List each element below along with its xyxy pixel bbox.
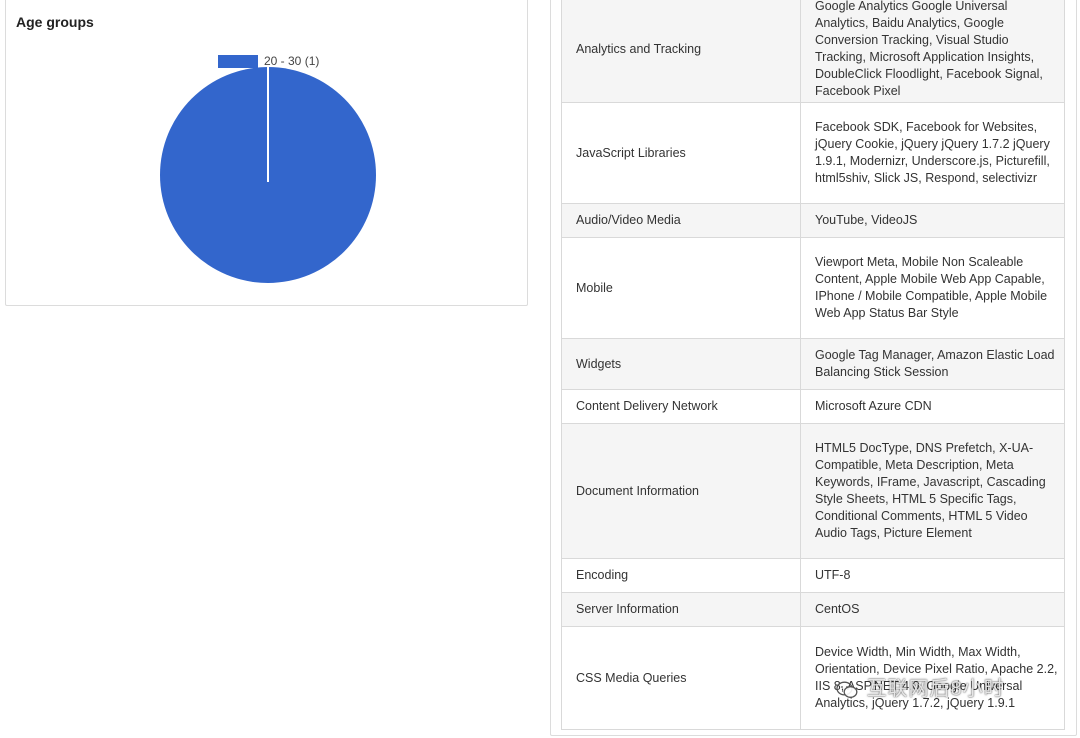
row-value: HTML5 DocType, DNS Prefetch, X-UA-Compat… [800,423,1065,559]
row-value: Viewport Meta, Mobile Non Scaleable Cont… [800,237,1065,339]
watermark-text: 互联网后8小时 [866,678,1005,700]
legend-label: 20 - 30 (1) [264,54,319,68]
row-value: Google Analytics Google Universal Analyt… [800,0,1065,103]
row-category: Server Information [561,592,801,627]
age-groups-pie-chart: 20 - 30 (1) [160,54,376,283]
row-value: UTF-8 [800,558,1065,593]
table-row: Mobile Viewport Meta, Mobile Non Scaleabl… [561,237,1065,339]
row-category: Document Information [561,423,801,559]
row-category: Encoding [561,558,801,593]
legend-swatch [218,55,258,68]
age-groups-title: Age groups [16,14,94,30]
table-row: Audio/Video Media YouTube, VideoJS [561,203,1065,238]
row-category: Audio/Video Media [561,203,801,238]
row-value: Google Tag Manager, Amazon Elastic Load … [800,338,1065,390]
age-groups-card: Age groups 20 - 30 (1) [5,0,528,306]
table-row: Encoding UTF-8 [561,558,1065,593]
table-row: Widgets Google Tag Manager, Amazon Elasti… [561,338,1065,390]
table-row: Content Delivery Network Microsoft Azure … [561,389,1065,424]
table-row: Server Information CentOS [561,592,1065,627]
table-row: Document Information HTML5 DocType, DNS P… [561,423,1065,559]
wechat-icon [836,681,858,698]
row-category: JavaScript Libraries [561,102,801,204]
row-value: Facebook SDK, Facebook for Websites, jQu… [800,102,1065,204]
row-category: Mobile [561,237,801,339]
watermark: 互联网后8小时 [836,672,1005,701]
table-row: JavaScript Libraries Facebook SDK, Facebo… [561,102,1065,204]
row-category: Content Delivery Network [561,389,801,424]
row-category: CSS Media Queries [561,626,801,730]
row-category: Analytics and Tracking [561,0,801,103]
technology-table: Analytics and Tracking Google Analytics G… [561,0,1065,730]
row-value: Device Width, Min Width, Max Width, Orie… [800,626,1065,730]
row-category: Widgets [561,338,801,390]
row-value: CentOS [800,592,1065,627]
table-row: Analytics and Tracking Google Analytics G… [561,0,1065,103]
technology-card: Analytics and Tracking Google Analytics G… [550,0,1077,736]
row-value: YouTube, VideoJS [800,203,1065,238]
row-value: Microsoft Azure CDN [800,389,1065,424]
table-row: CSS Media Queries Device Width, Min Width… [561,626,1065,730]
